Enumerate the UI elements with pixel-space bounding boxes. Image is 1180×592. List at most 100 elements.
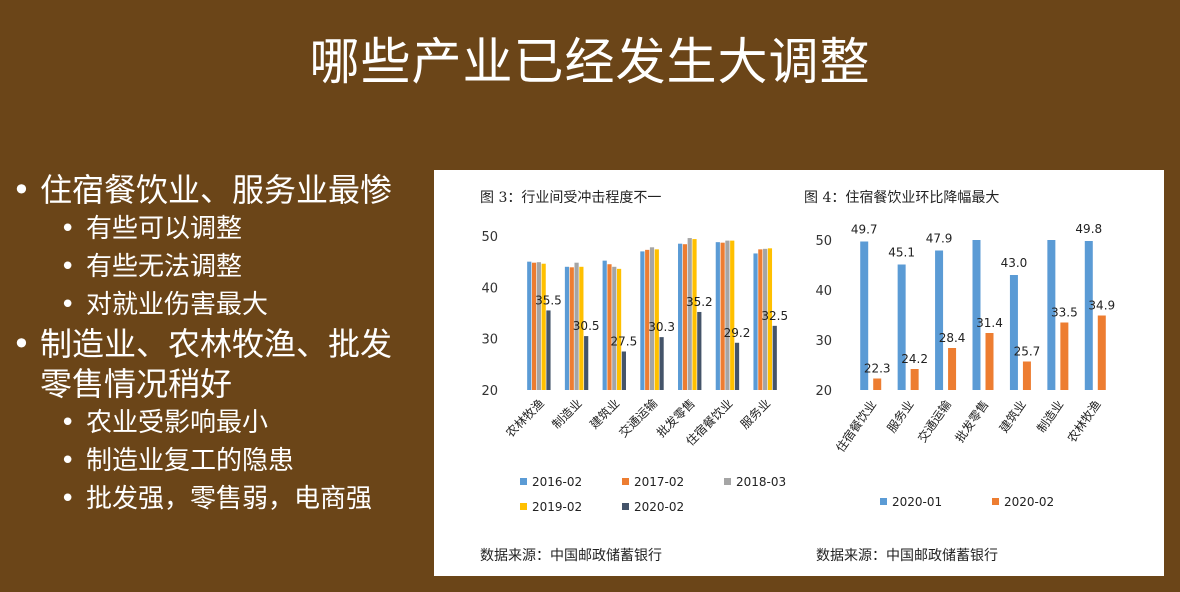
y-tick-label: 40: [481, 281, 498, 296]
bar: [697, 311, 702, 390]
legend-label: 2017-02: [634, 475, 684, 489]
x-tick-label: 农林牧渔: [1065, 398, 1104, 445]
bullet-item: • 制造业、农林牧渔、批发零售情况稍好: [12, 324, 422, 404]
x-tick-label: 住宿餐饮业: [832, 397, 879, 455]
bar: [873, 378, 882, 390]
bar: [654, 249, 659, 390]
bar: [734, 342, 740, 390]
bar: [692, 239, 697, 390]
bar: [1022, 361, 1031, 390]
legend-label: 2018-03: [736, 475, 786, 489]
data-label: 27.5: [611, 335, 638, 349]
y-tick-label: 30: [815, 334, 832, 349]
sub-bullet-text: 制造业复工的隐患: [86, 446, 295, 476]
data-label: 22.3: [864, 362, 891, 376]
slide-title: 哪些产业已经发生大调整: [309, 33, 871, 91]
legend-label: 2019-02: [532, 500, 582, 514]
bullet-text: 制造业、农林牧渔、批发零售情况稍好: [40, 325, 393, 403]
data-label: 47.9: [926, 232, 953, 246]
bar: [985, 333, 994, 390]
legend-swatch: [520, 478, 527, 485]
data-label: 33.5: [1051, 306, 1078, 320]
x-tick-label: 制造业: [1034, 398, 1066, 436]
bar: [972, 240, 981, 390]
x-tick-label: 服务业: [737, 396, 773, 432]
legend-label: 2020-01: [892, 495, 942, 509]
y-tick-label: 50: [815, 234, 832, 249]
bar: [678, 243, 683, 390]
bar: [1060, 322, 1069, 390]
x-tick-label: 农林牧渔: [503, 396, 547, 440]
data-label: 25.7: [1014, 345, 1041, 359]
bullet-list: • 住宿餐饮业、服务业最惨 • 有些可以调整 • 有些无法调整 • 对就业伤害最大 • 制…: [12, 170, 422, 518]
bar: [640, 251, 645, 390]
bar: [935, 250, 944, 390]
sub-bullet-item: • 批发强，零售弱，电商强: [60, 480, 422, 518]
data-label: 49.8: [1075, 222, 1102, 236]
bar: [1047, 240, 1056, 390]
bar: [579, 266, 584, 390]
bar: [1097, 315, 1106, 390]
bar: [1084, 241, 1093, 390]
data-label: 32.5: [761, 309, 788, 323]
bar: [897, 264, 906, 390]
bar: [682, 244, 688, 390]
y-tick-label: 50: [481, 230, 498, 245]
bar: [616, 268, 622, 390]
sub-bullet-item: • 对就业伤害最大: [60, 286, 422, 324]
bar: [569, 267, 574, 390]
y-tick-label: 40: [815, 284, 832, 299]
data-label: 31.4: [976, 316, 1003, 330]
x-tick-label: 服务业: [884, 397, 917, 435]
charts-svg: 图 3：行业间受冲击程度不一 20 30 40 50 35.5 农林牧渔 30.5 制造业 27.…: [480, 189, 1115, 564]
bar: [910, 369, 919, 390]
x-tick-label: 建筑业: [996, 397, 1029, 435]
legend-swatch: [724, 478, 731, 485]
bar: [715, 242, 720, 390]
legend-label: 2020-02: [1004, 495, 1054, 509]
bar: [763, 248, 768, 390]
bar: [767, 248, 773, 390]
bar: [720, 242, 725, 390]
bar: [645, 249, 650, 390]
x-tick-label: 批发零售: [952, 397, 992, 445]
sub-bullet-text: 对就业伤害最大: [86, 290, 269, 320]
sub-bullet-item: • 有些可以调整: [60, 210, 422, 248]
bar: [584, 336, 589, 390]
sub-bullet-text: 批发强，零售弱，电商强: [86, 484, 373, 514]
data-label: 34.9: [1088, 299, 1115, 313]
sub-bullet-item: • 制造业复工的隐患: [60, 442, 422, 480]
bar: [758, 249, 763, 390]
bar: [536, 262, 541, 390]
legend-label: 2020-02: [634, 500, 684, 514]
bar: [612, 266, 617, 390]
y-tick-label: 20: [481, 384, 498, 399]
sub-bullet-text: 有些可以调整: [86, 214, 243, 244]
data-label: 45.1: [888, 246, 915, 260]
x-tick-label: 建筑业: [586, 396, 622, 432]
bar: [531, 262, 537, 390]
bar: [730, 240, 735, 390]
data-label: 49.7: [851, 223, 878, 237]
bar: [574, 262, 579, 390]
x-tick-label: 制造业: [549, 396, 584, 431]
source-note: 数据来源：中国邮政储蓄银行: [816, 548, 998, 564]
y-tick-label: 20: [815, 384, 832, 399]
chart-panel: 图 3：行业间受冲击程度不一 20 30 40 50 35.5 农林牧渔 30.5 制造业 27.…: [434, 170, 1164, 576]
bullet-text: 住宿餐饮业、服务业最惨: [40, 171, 393, 209]
bar: [649, 247, 655, 390]
sub-bullet-text: 农业受影响最小: [86, 408, 269, 438]
legend-swatch: [880, 498, 887, 505]
bar: [602, 260, 607, 390]
data-label: 35.5: [535, 293, 562, 307]
bar: [860, 241, 869, 390]
bar: [1009, 275, 1018, 390]
bar: [753, 253, 758, 390]
bar: [725, 240, 730, 390]
data-label: 28.4: [939, 331, 966, 345]
bullet-item: • 住宿餐饮业、服务业最惨: [12, 171, 393, 209]
bar: [607, 264, 612, 390]
bar: [948, 348, 957, 390]
source-note: 数据来源：中国邮政储蓄银行: [480, 548, 662, 564]
bar: [546, 310, 551, 390]
